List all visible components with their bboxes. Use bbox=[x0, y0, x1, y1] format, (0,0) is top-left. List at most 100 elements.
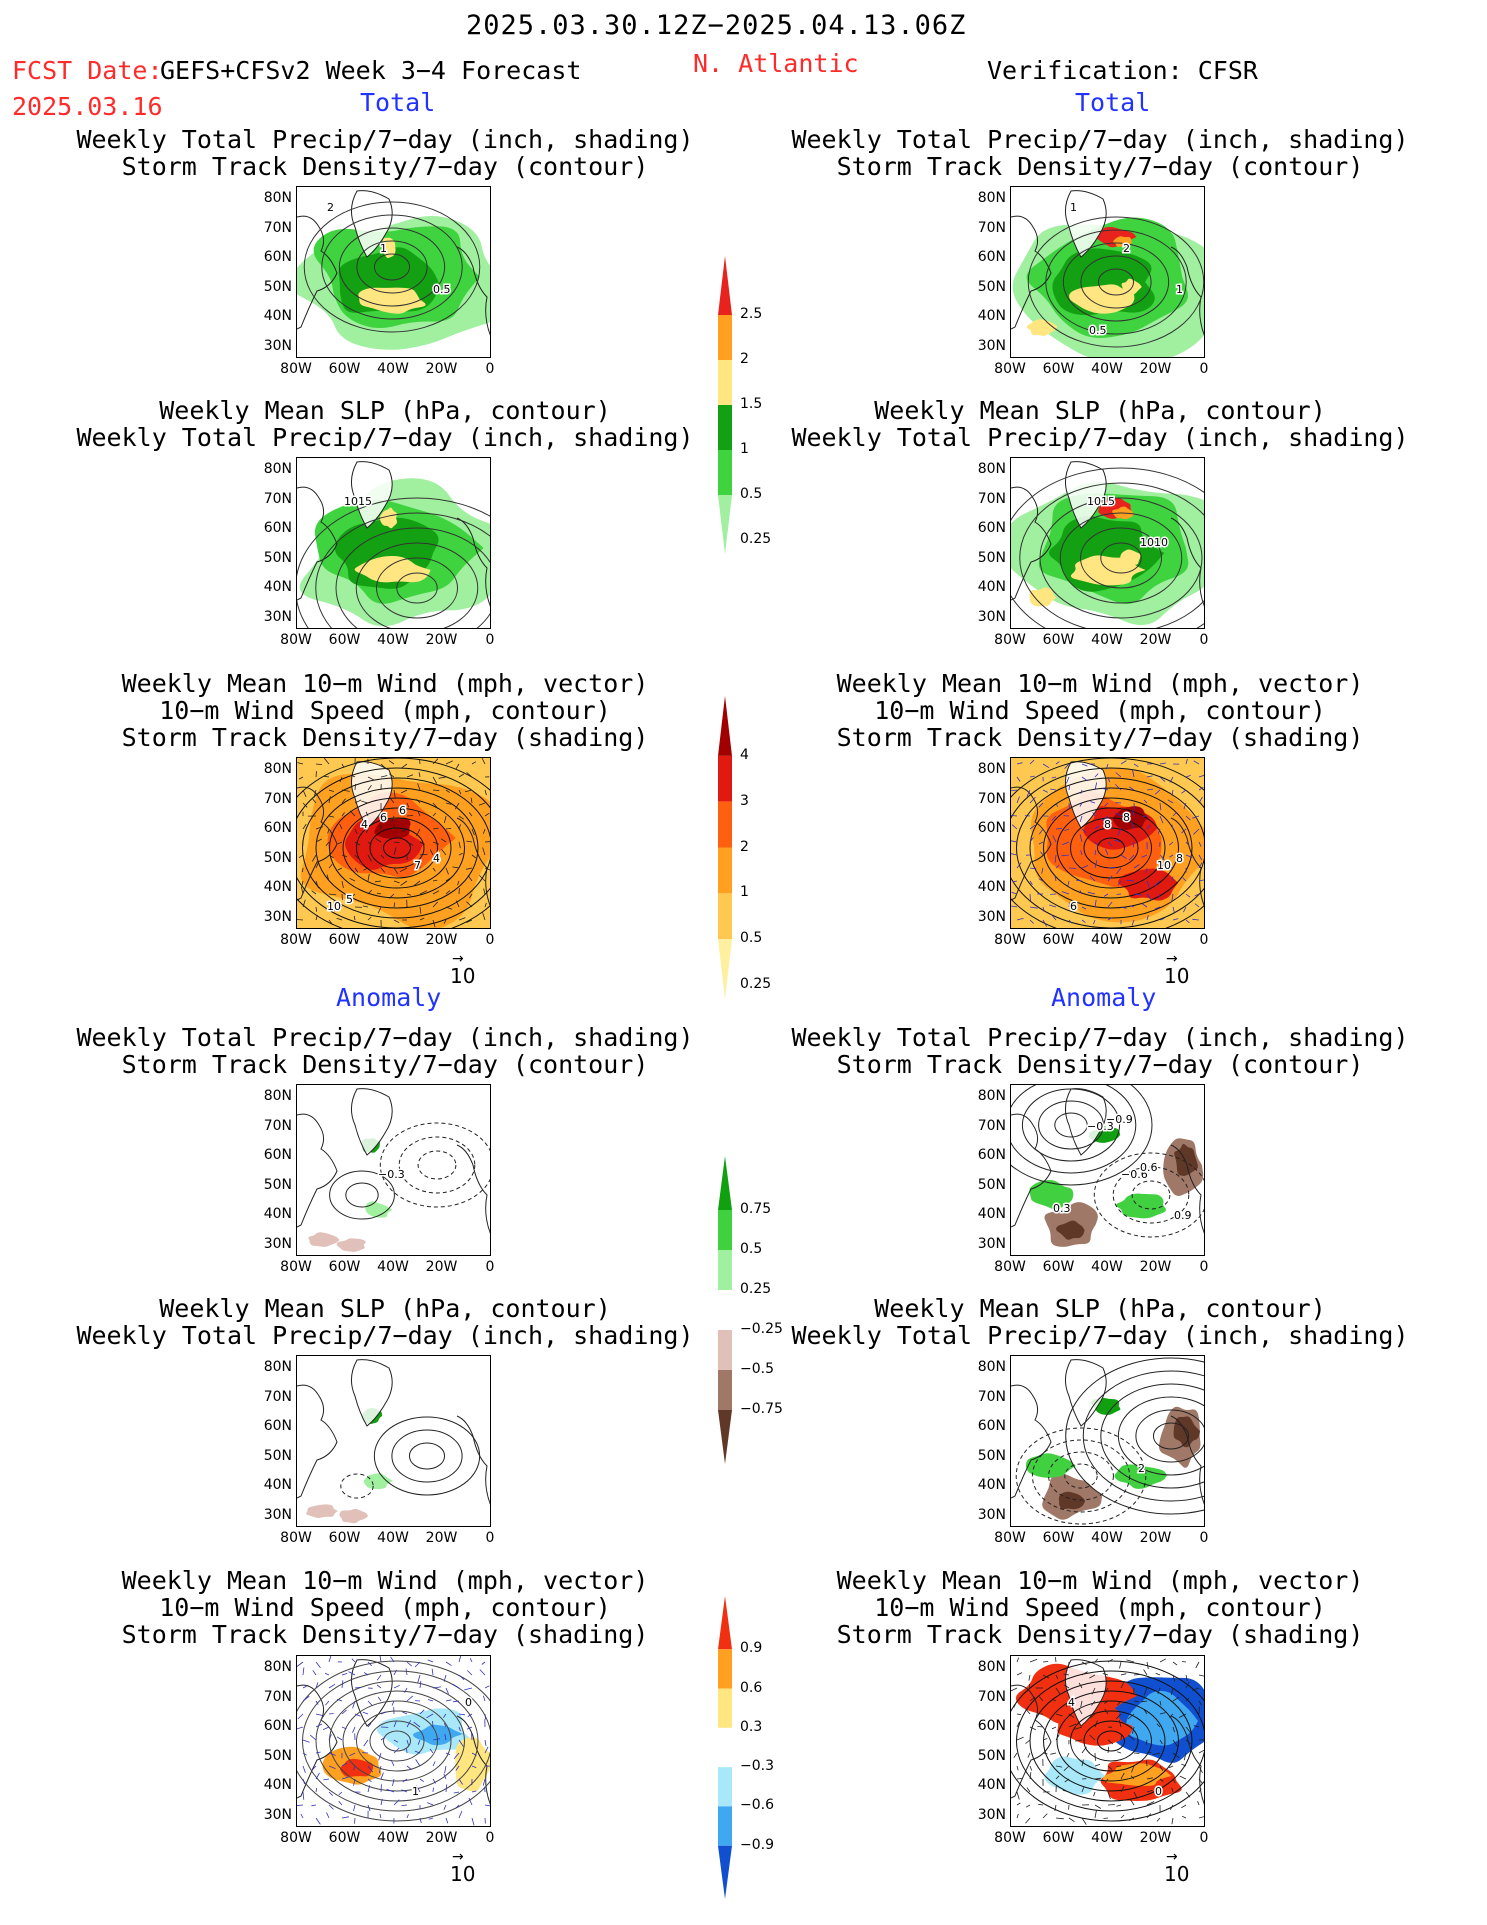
lon-tick-label: 80W bbox=[280, 361, 312, 377]
lat-tick-label: 40N bbox=[263, 879, 292, 895]
colorbar-tick-label: −0.75 bbox=[740, 1401, 783, 1417]
contour-label: 10 bbox=[1157, 859, 1171, 872]
lon-tick-label: 40W bbox=[1091, 361, 1123, 377]
lat-tick-label: 30N bbox=[977, 1506, 1006, 1523]
lon-tick-label: 60W bbox=[328, 1530, 361, 1546]
lat-tick-label: 60N bbox=[977, 1147, 1006, 1163]
lon-tick-label: 20W bbox=[425, 1259, 458, 1275]
lat-tick-label: 80N bbox=[263, 461, 292, 477]
reference-vector-label: → 10 bbox=[1164, 1850, 1190, 1886]
lon-tick-label: 60W bbox=[1042, 1830, 1075, 1846]
contour-label: 4 bbox=[1068, 1696, 1075, 1709]
lon-tick-label: 0 bbox=[1199, 1830, 1209, 1846]
colorbar-tick-label: 1.5 bbox=[740, 396, 763, 412]
colorbar-tick-label: 0.9 bbox=[740, 1640, 763, 1657]
lat-tick-label: 50N bbox=[263, 1747, 292, 1764]
colorbar-tick-label: 1 bbox=[740, 441, 749, 457]
lon-tick-label: 80W bbox=[994, 1259, 1026, 1275]
contour-label: 0.9 bbox=[1174, 1209, 1192, 1222]
lon-tick-label: 0 bbox=[485, 932, 495, 948]
lat-tick-label: 30N bbox=[263, 1235, 292, 1252]
contour-label: 10 bbox=[327, 900, 341, 913]
lon-tick-label: 60W bbox=[328, 361, 361, 377]
colorbar-tick-label: −0.3 bbox=[740, 1758, 774, 1775]
lat-tick-label: 70N bbox=[977, 790, 1006, 807]
reference-vector-value: 10 bbox=[450, 1862, 476, 1886]
lon-tick-label: 20W bbox=[425, 632, 458, 648]
colorbar-tick-label: 2 bbox=[740, 351, 749, 367]
lon-tick-label: 40W bbox=[377, 1830, 409, 1846]
section-anomaly-left: Anomaly bbox=[336, 983, 442, 1012]
contour-label: 0.5 bbox=[1089, 324, 1107, 337]
lat-tick-label: 50N bbox=[263, 549, 292, 566]
contour-label: 7 bbox=[414, 859, 421, 872]
lon-tick-label: 20W bbox=[425, 932, 458, 948]
lon-tick-label: 20W bbox=[1139, 932, 1172, 948]
lon-tick-label: 0 bbox=[1199, 361, 1209, 377]
contour-label: 8 bbox=[1123, 811, 1130, 824]
panel-title-line: Weekly Mean 10−m Wind (mph, vector) bbox=[121, 669, 649, 698]
panel-title-line: Storm Track Density/7−day (contour) bbox=[121, 152, 649, 181]
lon-tick-label: 80W bbox=[280, 1830, 312, 1846]
lat-tick-label: 50N bbox=[977, 1747, 1006, 1764]
section-anomaly-right: Anomaly bbox=[1051, 983, 1157, 1012]
lon-tick-label: 40W bbox=[377, 1259, 409, 1275]
lat-tick-label: 50N bbox=[977, 549, 1006, 566]
lon-tick-label: 40W bbox=[1091, 932, 1123, 948]
lon-tick-label: 40W bbox=[377, 632, 409, 648]
panel-title: Weekly Mean SLP (hPa, contour) Weekly Tot… bbox=[65, 1295, 705, 1349]
contour-label: 4 bbox=[433, 852, 440, 865]
date-range-title: 2025.03.30.12Z−2025.04.13.06Z bbox=[466, 10, 967, 41]
lon-tick-label: 80W bbox=[280, 632, 312, 648]
panel-title-line: Weekly Total Precip/7−day (inch, shading… bbox=[76, 1321, 694, 1350]
lat-tick-label: 40N bbox=[977, 1477, 1006, 1493]
lat-tick-label: 70N bbox=[977, 1688, 1006, 1705]
lon-tick-label: 60W bbox=[328, 1259, 361, 1275]
lon-tick-label: 80W bbox=[994, 361, 1026, 377]
panel-title: Weekly Total Precip/7−day (inch, shading… bbox=[780, 126, 1420, 180]
panel-title-line: Storm Track Density/7−day (shading) bbox=[121, 723, 649, 752]
contour-label: 6 bbox=[1070, 900, 1077, 913]
lat-tick-label: 70N bbox=[977, 1388, 1006, 1405]
lat-tick-label: 60N bbox=[263, 1718, 292, 1734]
reference-vector-value: 10 bbox=[1164, 1862, 1190, 1886]
lat-tick-label: 30N bbox=[977, 1806, 1006, 1823]
contour-label: 0.5 bbox=[433, 283, 451, 296]
contour-label: 2 bbox=[1138, 1462, 1145, 1475]
contour-label: 1015 bbox=[1087, 495, 1115, 508]
colorbar-tick-label: 3 bbox=[740, 792, 749, 809]
lon-tick-label: 0 bbox=[485, 632, 495, 648]
panel-title-line: Weekly Mean 10−m Wind (mph, vector) bbox=[836, 1566, 1364, 1595]
panel-title-line: 10−m Wind Speed (mph, contour) bbox=[159, 696, 611, 725]
lon-tick-label: 40W bbox=[1091, 1830, 1123, 1846]
contour-label: 2 bbox=[1123, 242, 1130, 255]
colorbar-tick-label: 0.25 bbox=[740, 976, 772, 992]
lat-tick-label: 80N bbox=[977, 1359, 1006, 1375]
lat-tick-label: 30N bbox=[263, 608, 292, 625]
panel-title: Weekly Total Precip/7−day (inch, shading… bbox=[65, 1024, 705, 1078]
colorbar-tick-label: 1 bbox=[740, 884, 749, 901]
contour-label: 8 bbox=[1104, 818, 1111, 831]
lat-tick-label: 50N bbox=[977, 1176, 1006, 1193]
lat-tick-label: 60N bbox=[977, 1718, 1006, 1734]
lat-tick-label: 70N bbox=[263, 1117, 292, 1134]
colorbar-tick-label: 0.25 bbox=[740, 1281, 772, 1297]
reference-vector-arrow-icon: → bbox=[452, 951, 464, 967]
panel-title: Weekly Mean 10−m Wind (mph, vector) 10−m … bbox=[780, 670, 1420, 751]
lat-tick-label: 80N bbox=[977, 1088, 1006, 1104]
lon-tick-label: 20W bbox=[425, 361, 458, 377]
contour-label: 1010 bbox=[1140, 536, 1168, 549]
lon-tick-label: 80W bbox=[994, 1530, 1026, 1546]
lon-tick-label: 0 bbox=[1199, 632, 1209, 648]
contour-label: 0 bbox=[1155, 1785, 1162, 1798]
fcst-label: FCST Date: bbox=[12, 56, 163, 85]
lon-tick-label: 80W bbox=[994, 1830, 1026, 1846]
contour-label: 0 bbox=[465, 1696, 472, 1709]
colorbar-tick-label: 2 bbox=[740, 838, 749, 855]
lat-tick-label: 40N bbox=[977, 879, 1006, 895]
lat-tick-label: 70N bbox=[977, 1117, 1006, 1134]
panel-title-line: Storm Track Density/7−day (contour) bbox=[121, 1050, 649, 1079]
lat-tick-label: 80N bbox=[977, 190, 1006, 206]
lat-tick-label: 80N bbox=[263, 1659, 292, 1675]
panel-title-line: Weekly Mean SLP (hPa, contour) bbox=[874, 396, 1326, 425]
